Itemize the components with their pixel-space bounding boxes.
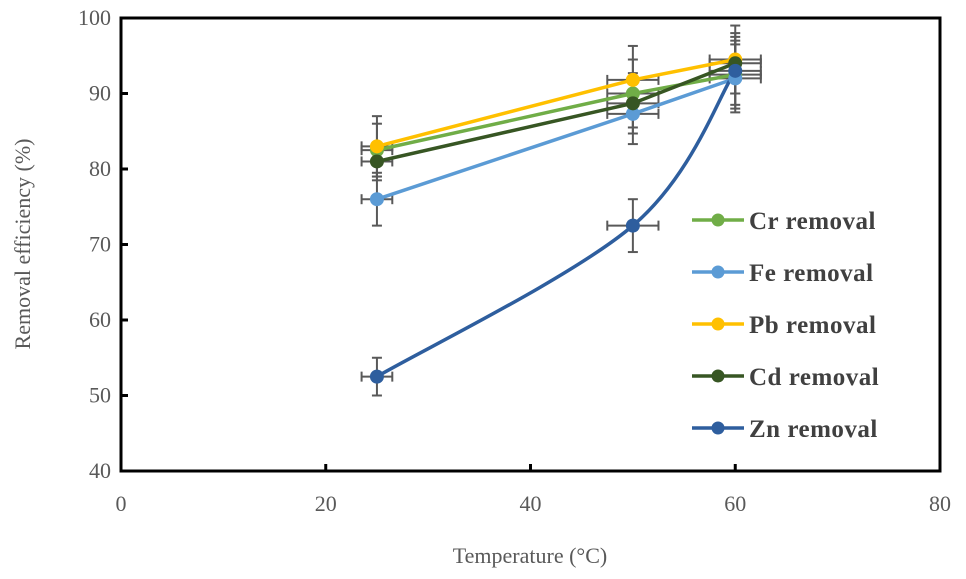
legend-swatch-marker: [711, 369, 725, 383]
series-markers: [369, 52, 743, 384]
y-tick-label: 90: [89, 81, 111, 106]
data-point-cd: [369, 154, 384, 169]
legend-swatch-marker: [711, 317, 725, 331]
legend-swatch-marker: [711, 213, 725, 227]
legend-label: Pb removal: [749, 312, 876, 339]
y-axis-title: Removal efficiency (%): [10, 139, 35, 350]
legend-label: Cd removal: [749, 364, 879, 391]
data-point-zn: [369, 369, 384, 384]
legend-label: Zn removal: [749, 416, 878, 443]
series-line-pb: [376, 57, 736, 149]
legend-item: Fe removal: [692, 260, 874, 287]
y-tick-label: 100: [78, 5, 111, 30]
data-point-fe: [625, 106, 640, 121]
series-line-cd: [376, 61, 736, 164]
x-tick-label: 60: [724, 491, 746, 516]
data-point-zn: [728, 63, 743, 78]
data-point-cd: [625, 96, 640, 111]
y-tick-label: 40: [89, 458, 111, 483]
data-point-pb: [625, 72, 640, 87]
y-axis-ticks: 40 50 60 70 80 90 100: [78, 5, 128, 483]
legend-swatch-marker: [711, 421, 725, 435]
legend-item: Pb removal: [692, 312, 876, 339]
series-lines: [376, 57, 737, 379]
legend-item: Cr removal: [692, 208, 876, 235]
y-tick-label: 60: [89, 307, 111, 332]
data-point-cr: [625, 86, 640, 101]
data-point-fe: [369, 192, 384, 207]
legend-item: Cd removal: [692, 364, 879, 391]
x-tick-label: 20: [315, 491, 337, 516]
x-axis-ticks: 0 20 40 60 80: [116, 464, 951, 516]
y-tick-label: 50: [89, 383, 111, 408]
x-tick-label: 40: [520, 491, 542, 516]
x-tick-label: 80: [929, 491, 951, 516]
series-line-zn: [376, 69, 737, 379]
x-axis-title: Temperature (°C): [453, 543, 607, 568]
plot-frame: [119, 16, 942, 473]
legend-swatch-marker: [711, 265, 725, 279]
y-tick-label: 80: [89, 156, 111, 181]
data-point-zn: [625, 218, 640, 233]
legend: Cr removal Fe removal Pb removal Cd removal…: [692, 208, 879, 443]
legend-item: Zn removal: [692, 416, 878, 443]
x-tick-label: 0: [116, 491, 127, 516]
plot-border: [119, 16, 942, 473]
legend-label: Cr removal: [749, 208, 876, 235]
y-tick-label: 70: [89, 232, 111, 257]
legend-label: Fe removal: [749, 260, 874, 287]
data-point-pb: [369, 139, 384, 154]
